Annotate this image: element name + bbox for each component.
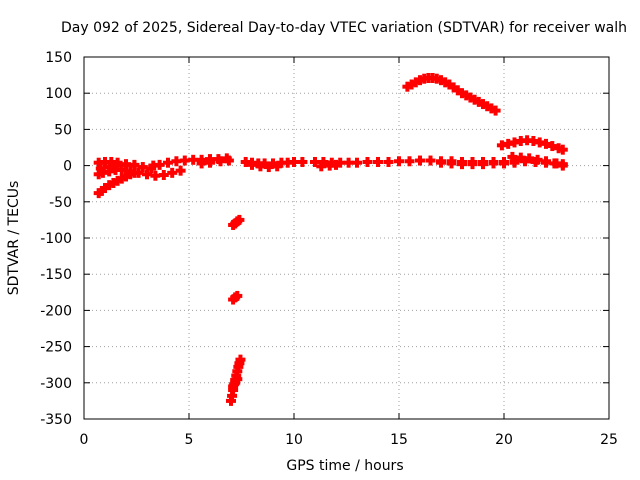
data-point bbox=[247, 159, 257, 170]
data-point bbox=[343, 157, 354, 168]
data-point bbox=[541, 156, 551, 167]
data-point bbox=[205, 157, 215, 168]
data-point bbox=[415, 155, 425, 166]
y-tick-label: 0 bbox=[63, 159, 72, 175]
data-point bbox=[310, 156, 320, 167]
data-point bbox=[362, 156, 373, 167]
plot-frame bbox=[83, 56, 610, 420]
x-tick-label: 25 bbox=[600, 432, 618, 448]
data-point bbox=[467, 159, 478, 170]
data-point bbox=[133, 167, 144, 178]
data-point bbox=[436, 157, 446, 168]
data-point bbox=[121, 159, 131, 170]
y-tick-label: -300 bbox=[40, 376, 72, 392]
y-tick-label: -350 bbox=[40, 412, 72, 428]
data-point bbox=[112, 160, 123, 171]
data-point bbox=[557, 144, 568, 155]
data-point bbox=[507, 151, 518, 162]
data-point bbox=[541, 138, 551, 149]
data-point bbox=[316, 161, 327, 172]
data-point bbox=[272, 161, 283, 172]
data-point bbox=[457, 159, 467, 170]
grid-lines bbox=[84, 57, 609, 419]
data-point bbox=[196, 158, 207, 169]
data-point bbox=[171, 156, 182, 167]
x-tick-label: 5 bbox=[185, 432, 194, 448]
x-tick-label: 0 bbox=[80, 432, 89, 448]
data-point bbox=[490, 105, 501, 116]
data-point bbox=[255, 161, 266, 172]
data-point bbox=[163, 157, 173, 168]
y-tick-label: 150 bbox=[45, 50, 72, 66]
data-point bbox=[499, 158, 509, 169]
x-tick-label: 15 bbox=[390, 432, 408, 448]
x-tick-label: 20 bbox=[495, 432, 513, 448]
data-point bbox=[137, 162, 148, 173]
data-points bbox=[93, 72, 568, 406]
data-point bbox=[263, 162, 274, 173]
data-point bbox=[154, 159, 165, 170]
data-point bbox=[232, 290, 243, 301]
data-point bbox=[215, 156, 226, 167]
data-point bbox=[223, 155, 234, 166]
y-axis-ticks: -350 -300 -250 -200 -150 -100 -50 0 50 100 150 bbox=[40, 50, 609, 428]
data-point bbox=[234, 214, 245, 225]
data-point bbox=[488, 158, 499, 169]
data-point bbox=[175, 165, 186, 176]
data-point bbox=[150, 170, 161, 181]
data-point bbox=[297, 156, 308, 167]
data-point bbox=[104, 162, 115, 173]
data-point bbox=[557, 160, 568, 171]
data-point bbox=[232, 374, 243, 385]
y-tick-label: -50 bbox=[49, 195, 72, 211]
data-point bbox=[158, 170, 169, 181]
data-point bbox=[515, 152, 526, 163]
data-point bbox=[95, 163, 106, 174]
data-point bbox=[383, 156, 394, 167]
x-axis-title: GPS time / hours bbox=[286, 458, 403, 474]
data-point bbox=[125, 166, 136, 177]
data-point bbox=[509, 157, 520, 168]
data-point bbox=[478, 159, 488, 170]
data-point bbox=[235, 354, 246, 365]
data-point bbox=[167, 167, 178, 178]
data-point bbox=[179, 155, 190, 166]
data-point bbox=[129, 159, 140, 170]
x-tick-label: 10 bbox=[285, 432, 303, 448]
data-point bbox=[289, 156, 299, 167]
data-point bbox=[524, 153, 535, 164]
x-axis-ticks: 0 5 10 15 20 25 bbox=[80, 57, 618, 448]
data-point bbox=[188, 154, 199, 165]
y-axis-title: SDTVAR / TECUs bbox=[6, 181, 22, 296]
chart-title: Day 092 of 2025, Sidereal Day-to-day VTE… bbox=[61, 20, 627, 36]
data-point bbox=[394, 156, 404, 167]
data-point bbox=[549, 158, 560, 169]
y-tick-label: -200 bbox=[40, 303, 72, 319]
data-point bbox=[446, 158, 457, 169]
y-tick-label: -100 bbox=[40, 231, 72, 247]
data-point bbox=[331, 159, 341, 170]
y-tick-label: 50 bbox=[54, 122, 72, 138]
y-tick-label: -150 bbox=[40, 267, 72, 283]
data-point bbox=[404, 156, 415, 167]
y-tick-label: -250 bbox=[40, 340, 72, 356]
data-point bbox=[373, 156, 383, 167]
data-point bbox=[547, 141, 558, 152]
y-tick-label: 100 bbox=[45, 86, 72, 102]
data-point bbox=[142, 169, 152, 180]
data-point bbox=[532, 154, 543, 165]
data-point bbox=[352, 157, 362, 168]
data-point bbox=[425, 155, 436, 166]
